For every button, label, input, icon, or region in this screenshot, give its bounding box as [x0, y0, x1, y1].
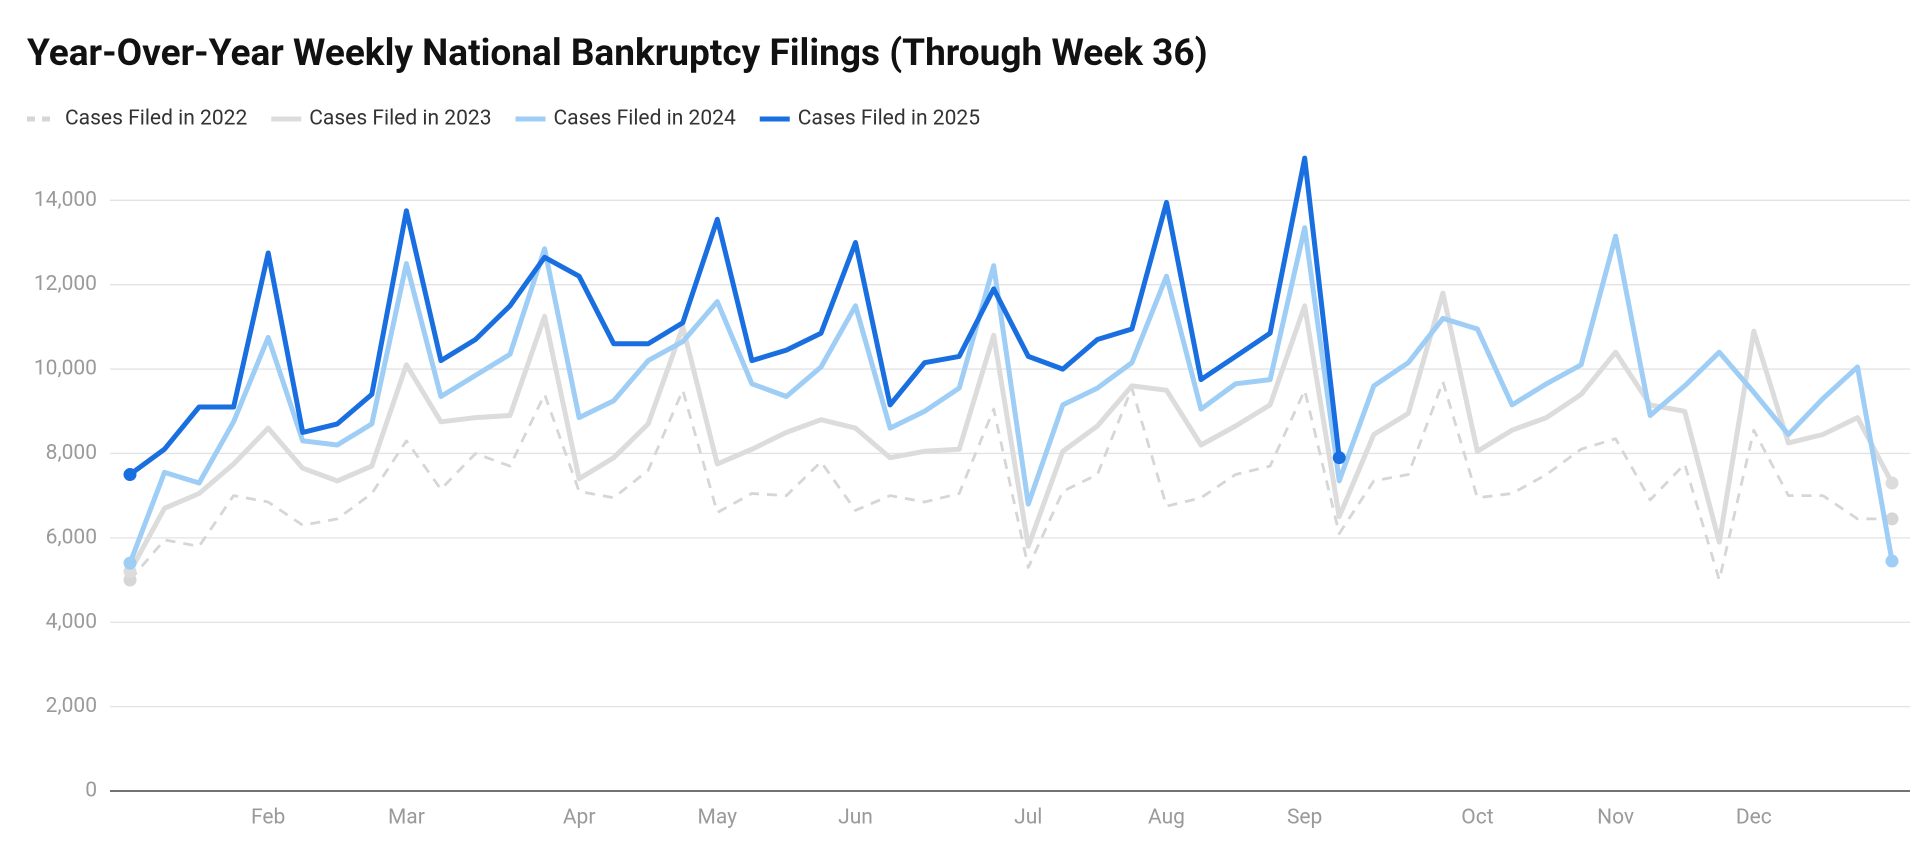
x-tick-label: May — [698, 806, 738, 830]
x-tick-label: Sep — [1287, 806, 1322, 830]
y-tick-label: 8,000 — [46, 441, 97, 465]
series-line — [128, 155, 1342, 477]
series-line — [127, 225, 1895, 565]
x-tick-label: Feb — [251, 806, 285, 830]
series-line — [128, 380, 1892, 582]
x-tick-label: Jun — [838, 806, 873, 830]
y-tick-label: 6,000 — [46, 525, 97, 549]
end-point — [1885, 554, 1899, 568]
y-tick-label: 14,000 — [34, 188, 97, 212]
y-tick-label: 4,000 — [46, 610, 97, 634]
x-tick-label: Nov — [1597, 806, 1634, 830]
x-tick-label: Dec — [1736, 806, 1772, 830]
x-tick-label: Mar — [388, 806, 425, 830]
legend-label: Cases Filed in 2023 — [309, 107, 491, 131]
end-point — [1885, 476, 1899, 490]
end-point — [123, 468, 137, 482]
x-tick-label: Aug — [1148, 806, 1185, 830]
legend-label: Cases Filed in 2024 — [554, 107, 736, 131]
y-tick-label: 2,000 — [46, 694, 97, 718]
x-tick-label: Apr — [563, 806, 596, 830]
end-point — [1332, 451, 1346, 465]
legend-item: Cases Filed in 2023 — [271, 107, 492, 131]
end-point — [123, 556, 137, 570]
end-point — [1885, 512, 1899, 526]
legend-item: Cases Filed in 2022 — [27, 107, 247, 131]
series-line — [127, 290, 1895, 573]
y-tick-label: 10,000 — [34, 357, 97, 381]
legend-item: Cases Filed in 2024 — [515, 107, 736, 131]
y-tick-label: 12,000 — [34, 272, 97, 296]
y-tick-label: 0 — [85, 779, 97, 803]
legend-item: Cases Filed in 2025 — [759, 107, 980, 131]
x-tick-label: Oct — [1461, 806, 1493, 830]
chart-title: Year-Over-Year Weekly National Bankruptc… — [27, 32, 1208, 75]
x-tick-label: Jul — [1014, 806, 1042, 830]
legend-label: Cases Filed in 2025 — [798, 107, 980, 131]
legend-label: Cases Filed in 2022 — [65, 107, 247, 131]
